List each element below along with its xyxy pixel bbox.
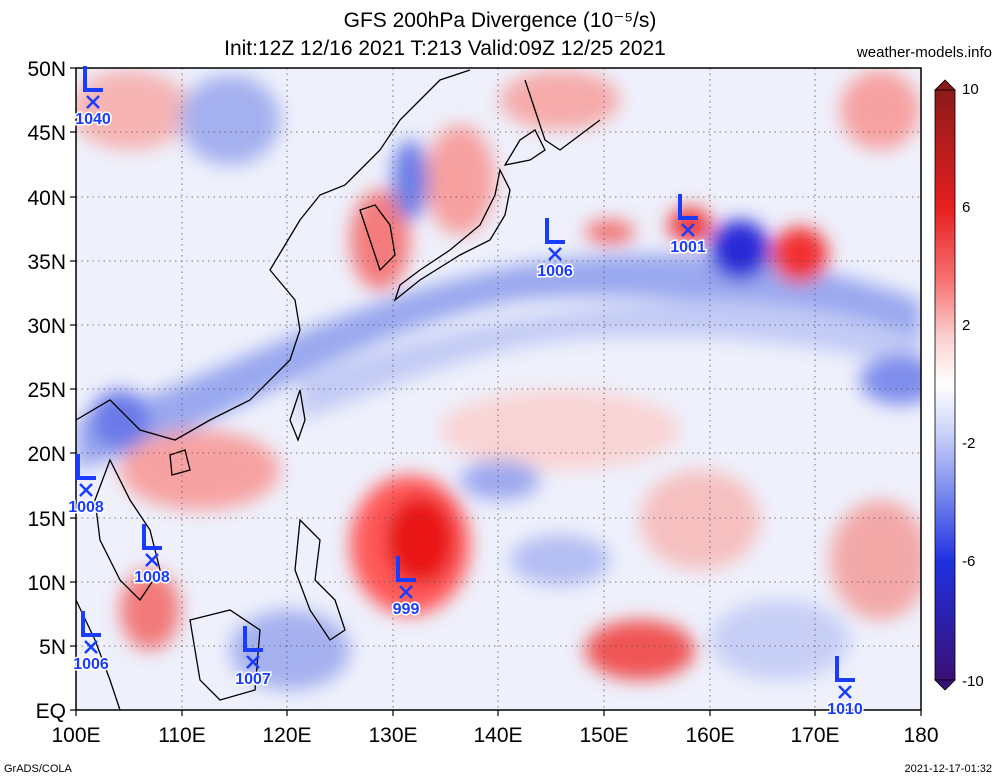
graticule [76,68,921,710]
low-pressure-value: 1010 [827,701,863,718]
low-marker: 1040 [74,66,112,130]
lat-label: 35N [27,251,66,274]
lat-label: 40N [27,187,66,210]
low-L-symbol [76,454,96,480]
low-pressure-value: 1040 [75,111,111,128]
colorbar-scale [934,89,956,681]
colorbar-label: -6 [962,553,975,570]
lat-label: 15N [27,508,66,531]
low-L-symbol [142,524,162,550]
low-pressure-value: 999 [393,601,420,618]
coastlines [75,69,601,711]
lon-label: 140E [473,724,522,747]
low-L-symbol [396,556,416,582]
site-credit: weather-models.info [856,44,992,61]
low-pressure-value: 1001 [670,239,706,256]
low-center-cross [838,685,852,699]
low-L-symbol [835,656,855,682]
lat-label: 10N [27,572,66,595]
low-marker: 1006 [72,611,110,675]
lon-labels: 100E 110E 120E 130E 140E 150E 160E 170E … [51,724,938,747]
colorbar-label: -10 [962,673,984,690]
low-marker: 1010 [826,656,864,720]
map-title: GFS 200hPa Divergence (10⁻⁵/s) [343,9,657,32]
lon-label: 130E [368,724,417,747]
axis-ticks [70,67,922,716]
colorbar-label: 2 [962,317,970,334]
colorbar-label: -2 [962,435,975,452]
lon-label: 120E [262,724,311,747]
low-center-cross [246,655,260,669]
colorbar: 10 6 2 -2 -6 -10 [934,79,984,691]
low-pressure-value: 1008 [68,499,104,516]
colorbar-label: 6 [962,199,970,216]
low-marker: 1007 [234,626,272,690]
lon-label: 160E [685,724,734,747]
low-center-cross [681,223,695,237]
lat-label: EQ [36,700,66,723]
lat-label: 5N [39,636,66,659]
low-center-cross [84,640,98,654]
low-L-symbol [545,218,565,244]
footer-software: GrADS/COLA [4,763,72,775]
lat-label: 30N [27,315,66,338]
lat-labels: 50N 45N 40N 35N 30N 25N 20N 15N 10N 5N E… [27,58,66,723]
low-center-cross [399,585,413,599]
low-L-symbol [83,66,103,92]
footer-timestamp: 2021-12-17-01:32 [904,763,992,775]
low-marker: 1006 [536,218,574,282]
map-subtitle: Init:12Z 12/16 2021 T:213 Valid:09Z 12/2… [224,37,666,60]
low-center-cross [79,483,93,497]
low-marker: 1008 [67,454,105,518]
lon-label: 150E [579,724,628,747]
lon-label: 170E [790,724,839,747]
low-pressure-value: 1007 [235,671,271,688]
low-marker: 999 [391,556,421,620]
low-center-cross [145,553,159,567]
low-pressure-markers: 1040 1006 1001 1008 1008 999 1006 1007 1010 [67,66,864,720]
lat-label: 50N [27,58,66,81]
colorbar-top-arrow [934,79,956,91]
low-center-cross [86,95,100,109]
low-L-symbol [678,194,698,220]
low-pressure-value: 1008 [134,569,170,586]
colorbar-bottom-arrow [934,679,956,691]
lon-label: 100E [51,724,100,747]
low-pressure-value: 1006 [73,656,109,673]
colorbar-label: 10 [962,81,979,98]
lon-label: 180 [903,724,938,747]
lat-label: 25N [27,379,66,402]
lat-label: 20N [27,443,66,466]
low-center-cross [548,247,562,261]
low-L-symbol [243,626,263,652]
low-marker: 1008 [133,524,171,588]
low-L-symbol [81,611,101,637]
low-pressure-value: 1006 [537,263,573,280]
lon-label: 110E [158,724,206,747]
lat-label: 45N [27,122,66,145]
low-marker: 1001 [669,194,707,258]
